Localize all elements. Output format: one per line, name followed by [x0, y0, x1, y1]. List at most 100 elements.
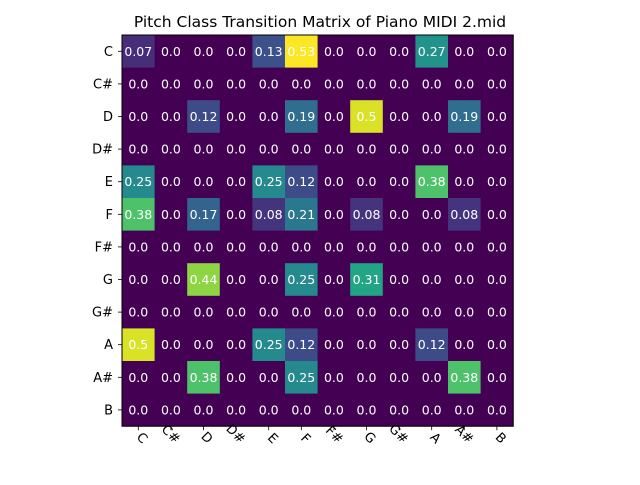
- heatmap-value-labels: 0.07 0.0 0.0 0.0 0.13 0.53 0.0 0.0 0.0 0.27 0.0 0.0…: [124, 44, 507, 418]
- heatmap-cell: [219, 361, 253, 394]
- heatmap-cell: [219, 263, 253, 297]
- heatmap-cell: [252, 295, 286, 329]
- cell-value-label: 0.0: [454, 239, 474, 254]
- cell-value-label: 0.0: [291, 402, 311, 417]
- cell-value-label: 0.21: [287, 207, 315, 222]
- cell-value-label: 0.0: [324, 142, 344, 157]
- heatmap-cell: [317, 35, 351, 68]
- heatmap-cell: [350, 132, 384, 166]
- cell-value-label: 0.0: [161, 44, 181, 59]
- cell-value-label: 0.0: [487, 44, 507, 59]
- heatmap-cell: [285, 198, 318, 231]
- cell-value-label: 0.0: [357, 370, 377, 385]
- heatmap-cell: [382, 100, 416, 134]
- cell-value-label: 0.0: [454, 272, 474, 287]
- cell-value-label: 0.0: [291, 305, 311, 320]
- cell-value-label: 0.0: [226, 207, 246, 222]
- heatmap-cell: [448, 361, 481, 394]
- cell-value-label: 0.0: [389, 402, 409, 417]
- heatmap-cell: [382, 230, 416, 264]
- cell-value-label: 0.25: [255, 337, 283, 352]
- heatmap-cell: [317, 100, 351, 134]
- heatmap-cell: [122, 328, 155, 362]
- cell-value-label: 0.0: [161, 76, 181, 91]
- heatmap-cell: [285, 132, 318, 166]
- heatmap-cell: [382, 328, 416, 362]
- heatmap-cell: [219, 295, 253, 329]
- heatmap-cell: [480, 100, 514, 134]
- heatmap-cell: [415, 361, 449, 394]
- cell-value-label: 0.0: [226, 174, 246, 189]
- heatmap-cell: [448, 295, 481, 329]
- y-tick-label: F: [106, 208, 113, 223]
- cell-value-label: 0.0: [161, 272, 181, 287]
- heatmap-cell: [154, 328, 188, 362]
- cell-value-label: 0.0: [259, 76, 279, 91]
- cell-value-label: 0.0: [454, 174, 474, 189]
- cell-value-label: 0.0: [324, 337, 344, 352]
- heatmap-cell: [448, 35, 481, 68]
- heatmap-cell: [219, 132, 253, 166]
- heatmap-cell: [285, 263, 318, 297]
- heatmap-cell: [317, 230, 351, 264]
- heatmap-cell: [480, 263, 514, 297]
- cell-value-label: 0.0: [226, 109, 246, 124]
- cell-value-label: 0.25: [255, 174, 283, 189]
- cell-value-label: 0.08: [255, 207, 283, 222]
- heatmap-cell: [252, 198, 286, 231]
- cell-value-label: 0.08: [450, 207, 478, 222]
- heatmap-cell: [122, 198, 155, 231]
- y-tick-label: E: [105, 175, 113, 190]
- heatmap-cell: [154, 361, 188, 394]
- heatmap-cell: [382, 263, 416, 297]
- cell-value-label: 0.0: [226, 337, 246, 352]
- y-tick-label: A#: [93, 371, 113, 386]
- cell-value-label: 0.0: [291, 142, 311, 157]
- cell-value-label: 0.0: [422, 305, 442, 320]
- cell-value-label: 0.0: [487, 305, 507, 320]
- cell-value-label: 0.0: [259, 305, 279, 320]
- heatmap-cell: [187, 263, 221, 297]
- cell-value-label: 0.0: [487, 402, 507, 417]
- heatmap-cell: [415, 67, 449, 101]
- heatmap-cell: [285, 295, 318, 329]
- cell-value-label: 0.53: [287, 44, 315, 59]
- y-tick-label: C: [104, 45, 113, 60]
- y-tick-label: D#: [92, 143, 113, 158]
- heatmap-cell: [480, 165, 514, 199]
- cell-value-label: 0.5: [357, 109, 377, 124]
- heatmap-cell: [350, 295, 384, 329]
- heatmap-cell: [317, 328, 351, 362]
- x-tick-label: A: [427, 430, 444, 447]
- heatmap-cell: [187, 295, 221, 329]
- heatmap-cell: [122, 165, 155, 199]
- heatmap-cell: [480, 132, 514, 166]
- cell-value-label: 0.0: [226, 402, 246, 417]
- cell-value-label: 0.0: [389, 337, 409, 352]
- heatmap-cell: [252, 393, 286, 427]
- cell-value-label: 0.0: [357, 44, 377, 59]
- cell-value-label: 0.0: [226, 142, 246, 157]
- cell-value-label: 0.0: [422, 76, 442, 91]
- heatmap-cell: [350, 165, 384, 199]
- heatmap-cell: [122, 361, 155, 394]
- heatmap-cell: [350, 198, 384, 231]
- heatmap-cell: [480, 361, 514, 394]
- heatmap-cell: [415, 100, 449, 134]
- cell-value-label: 0.0: [389, 109, 409, 124]
- cell-value-label: 0.0: [487, 207, 507, 222]
- cell-value-label: 0.0: [161, 174, 181, 189]
- cell-value-label: 0.0: [487, 337, 507, 352]
- cell-value-label: 0.0: [194, 402, 214, 417]
- heatmap-cell: [350, 100, 384, 134]
- heatmap-cell: [317, 132, 351, 166]
- cell-value-label: 0.0: [324, 305, 344, 320]
- y-tick-label: A: [104, 338, 113, 353]
- heatmap-cell: [154, 263, 188, 297]
- heatmap-cell: [317, 67, 351, 101]
- heatmap-cell: [219, 230, 253, 264]
- cell-value-label: 0.0: [226, 305, 246, 320]
- heatmap-cell: [448, 132, 481, 166]
- cell-value-label: 0.13: [255, 44, 283, 59]
